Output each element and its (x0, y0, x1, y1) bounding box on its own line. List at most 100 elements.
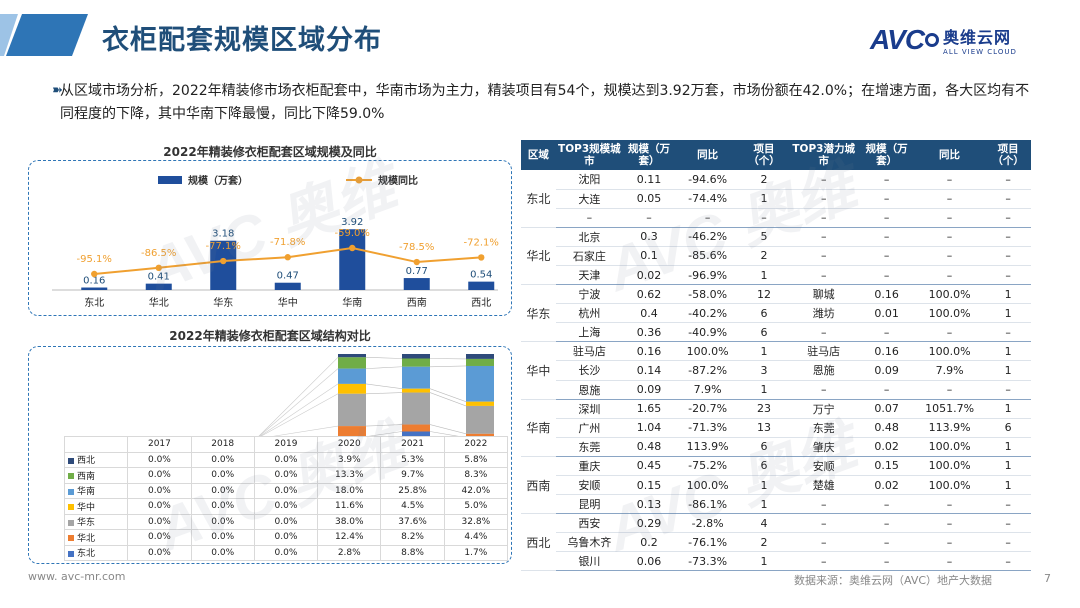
table-cell: 6 (740, 322, 788, 343)
table-row: 天津 0.02 -96.9% 1– – – – (521, 265, 1031, 286)
share-cell: 0.0% (190, 482, 255, 499)
table-row: 华中 驻马店 0.16 100.0% 1 驻马店 0.16 100.0% 1 (521, 341, 1031, 400)
bar-value-label: 0.77 (406, 266, 428, 277)
table-cell: – (913, 380, 986, 400)
table-cell: – (859, 494, 914, 515)
table-cell: 广州 (555, 418, 623, 438)
table-cell: 100.0% (913, 341, 986, 362)
double-arrow-icon: ➽ (52, 83, 63, 98)
table-cell: – (913, 532, 986, 553)
table-cell: 天津 (555, 265, 623, 286)
share-cell: 0.0% (190, 513, 255, 530)
table-row: 广州 1.04 -71.3% 13 东莞 0.48 113.9% 6 (521, 418, 1031, 438)
legend-swatch (68, 473, 74, 480)
column-header: 区域 (521, 140, 556, 170)
table-cell: 0.15 (622, 475, 676, 496)
table-cell: 驻马店 (555, 341, 623, 362)
table-row: 华北 北京 0.3 -46.2% 5– – – – (521, 227, 1031, 286)
structure-row: 西北 0.0% 0.0% 0.0% 3.9% 5.3% 5.8% (63, 451, 509, 468)
page-title: 衣柜配套规模区域分布 (102, 25, 382, 56)
stack-2022-西南 (466, 358, 494, 366)
share-cell: 18.0% (317, 482, 382, 499)
table-cell: 楚雄 (787, 475, 860, 496)
table-cell: – (913, 208, 986, 228)
legend-label: 华东 (77, 518, 96, 529)
share-cell: 4.4% (443, 529, 509, 546)
share-cell: 38.0% (317, 513, 382, 530)
table-cell: – (859, 265, 914, 286)
table-cell: – (913, 170, 986, 190)
stack-2020-西南 (338, 357, 366, 369)
bar-value-label: 3.92 (341, 217, 363, 228)
share-cell: 5.0% (443, 498, 509, 515)
table-cell: – (985, 246, 1031, 266)
bar-chart-panel (28, 160, 512, 316)
table-cell: 0.02 (859, 437, 914, 457)
footer-url: www. avc-mr.com (28, 570, 126, 583)
table-row: 安顺 0.15 100.0% 1 楚雄 0.02 100.0% 1 (521, 475, 1031, 496)
region-city-table: 区域 TOP3规模城市 规模（万套） 同比 项目（个） TOP3潜力城市 规模（万套） 同比项… (521, 140, 1031, 572)
table-cell: 重庆 (555, 456, 623, 477)
table-cell: 0.09 (859, 360, 914, 381)
bar-value-label: 0.54 (470, 270, 492, 281)
bar-value-label: 0.41 (148, 272, 170, 283)
stack-connector (429, 392, 467, 407)
stack-2021-华南 (402, 366, 430, 389)
table-cell: 1 (740, 265, 788, 286)
legend-label: 西南 (77, 471, 96, 482)
table-cell: -46.2% (675, 227, 741, 247)
year-header: 2021 (380, 436, 445, 453)
table-row: 银川 0.06 -73.3% 1– – – – (521, 551, 1031, 572)
table-cell: 4 (740, 513, 788, 534)
year-header: 2017 (127, 436, 192, 453)
share-cell: 0.0% (190, 529, 255, 546)
table-row: 华南 深圳 1.65 -20.7% 23 万宁 0.07 1051.7% 1 (521, 399, 1031, 457)
table-cell: – (555, 208, 623, 228)
table-cell: 东莞 (555, 437, 623, 457)
table-row: 昆明 0.13 -86.1% 1– – – – (521, 494, 1031, 515)
stack-2020-华东 (338, 393, 366, 427)
structure-row: 华南 0.0% 0.0% 0.0% 18.0% 25.8% 42.0% (63, 482, 509, 499)
table-cell: – (859, 170, 914, 190)
table-cell: – (859, 551, 914, 572)
table-cell: 北京 (555, 227, 623, 247)
table-cell: 0.4 (622, 303, 676, 324)
share-cell: 5.8% (443, 451, 509, 468)
yoy-value-label: -78.5% (399, 242, 434, 253)
bar-华北 (145, 283, 172, 290)
legend-swatch (68, 535, 74, 542)
share-cell: 0.0% (127, 529, 192, 546)
table-cell: -58.0% (675, 284, 741, 305)
stack-2022-华中 (466, 401, 494, 406)
stack-connector (365, 431, 403, 437)
legend-label: 西北 (77, 456, 96, 467)
stack-connector (255, 368, 339, 440)
table-row: 大连 0.05 -74.4% 1– – – – (521, 189, 1031, 209)
page-number: 7 (1044, 572, 1051, 585)
table-cell: 6 (740, 456, 788, 477)
table-cell: -71.3% (675, 418, 741, 438)
share-cell: 0.0% (253, 513, 319, 530)
table-cell: 0.45 (622, 456, 676, 477)
table-row: 西南 重庆 0.45 -75.2% 6 安顺 0.15 100.0% 1 (521, 456, 1031, 515)
table-row: 华东 宁波 0.62 -58.0% 12 聊城 0.16 100.0% 1 (521, 284, 1031, 343)
table-cell: 0.16 (859, 341, 914, 362)
logo-dot-icon (925, 33, 940, 47)
share-cell: 0.0% (127, 467, 192, 484)
table-cell: – (787, 532, 860, 553)
legend-cell: 西南 (63, 467, 129, 484)
table-cell: 0.11 (622, 170, 676, 190)
table-cell: 1 (740, 551, 788, 572)
table-cell: 0.02 (622, 265, 676, 286)
stack-2021-华北 (402, 424, 430, 432)
table-cell: 1.65 (622, 399, 676, 419)
table-cell: 安顺 (555, 475, 623, 496)
legend-marker-line (355, 176, 363, 184)
share-cell: 0.0% (127, 544, 192, 561)
legend-label: 华中 (77, 502, 96, 513)
legend-cell: 华中 (63, 498, 129, 515)
table-cell: 0.16 (622, 341, 676, 362)
share-cell: 0.0% (127, 513, 192, 530)
share-cell: 8.3% (443, 467, 509, 484)
table-cell: 1 (985, 437, 1031, 457)
